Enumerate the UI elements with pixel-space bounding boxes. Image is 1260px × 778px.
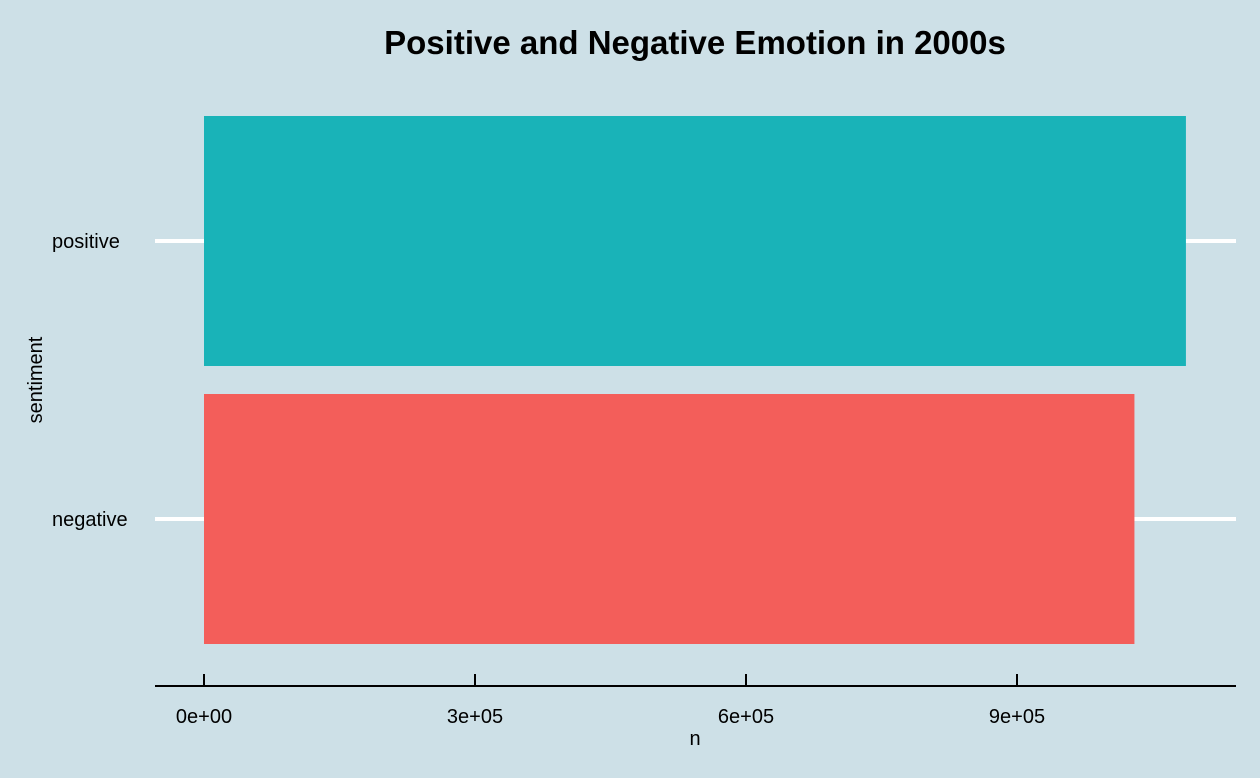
y-tick-label-negative: negative [52,509,128,531]
bar-negative [204,394,1135,644]
x-axis-label: n [689,728,700,750]
y-axis-label: sentiment [25,336,47,423]
x-tick-label: 9e+05 [989,706,1045,728]
chart-title: Positive and Negative Emotion in 2000s [384,24,1006,61]
x-tick-label: 6e+05 [718,706,774,728]
x-axis-ticks: 0e+00 3e+05 6e+05 9e+05 [176,674,1045,728]
bar-positive [204,116,1186,366]
bars [204,116,1186,644]
y-tick-label-positive: positive [52,231,120,253]
x-tick-label: 3e+05 [447,706,503,728]
y-axis-ticks: negative positive [52,231,128,531]
x-tick-label: 0e+00 [176,706,232,728]
